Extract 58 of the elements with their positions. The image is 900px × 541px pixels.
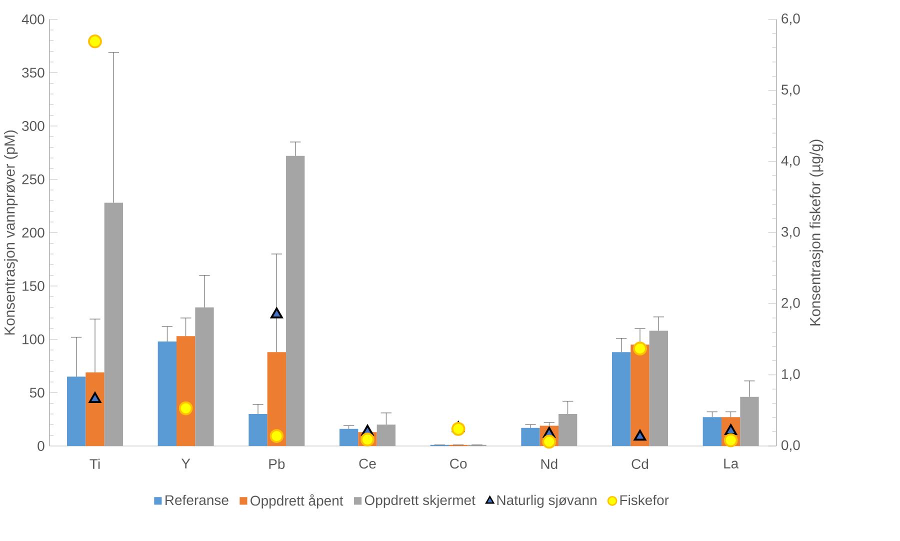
bar xyxy=(740,396,759,446)
bar xyxy=(86,372,104,446)
y-tick-label: 50 xyxy=(30,388,44,398)
y-tick-label: 150 xyxy=(22,281,44,291)
y2-tick-label: 1,0 xyxy=(782,369,800,381)
y-tick-label: 300 xyxy=(22,121,44,131)
x-tick-label: Ce xyxy=(359,458,376,469)
y-tick-label: 250 xyxy=(22,174,44,184)
point xyxy=(634,430,646,441)
y2-tick-label: 2,0 xyxy=(782,298,800,310)
point xyxy=(360,432,374,447)
bar xyxy=(104,202,124,446)
bar xyxy=(612,352,631,446)
x-tick-label: Y xyxy=(181,458,190,468)
point xyxy=(88,392,102,403)
point xyxy=(724,433,738,448)
y2-tick-label: 0,0 xyxy=(782,440,800,452)
bar xyxy=(195,307,214,446)
point xyxy=(270,429,284,443)
bar xyxy=(67,376,86,446)
x-tick-label: Cd xyxy=(632,458,648,469)
legend-label: Naturlig sjøvann xyxy=(497,494,596,508)
y-axis-title: Konsentrasjon vannprøver (pM) xyxy=(4,130,18,335)
y2-tick-label: 6,0 xyxy=(782,14,800,26)
x-tick-label: La xyxy=(724,458,739,468)
y2-axis-title: Konsentrasjon fiskefor (µg/g) xyxy=(810,140,824,326)
y2-tick-label: 3,0 xyxy=(781,226,800,238)
y2-tick-label: 4,0 xyxy=(781,156,800,168)
y2-tick-label: 5,0 xyxy=(782,84,800,96)
bar xyxy=(340,428,358,446)
bar xyxy=(176,336,196,446)
legend-label: Oppdrett åpent xyxy=(250,494,344,508)
bar xyxy=(267,352,286,446)
bar xyxy=(558,414,578,446)
y-tick-label: 100 xyxy=(22,334,44,344)
x-tick-label: Co xyxy=(450,458,467,469)
bar xyxy=(286,156,305,446)
legend-label: Referanse xyxy=(166,494,228,506)
x-tick-label: Nd xyxy=(541,458,558,469)
x-tick-label: Pb xyxy=(269,458,285,469)
bar xyxy=(521,428,540,446)
y-tick-label: 200 xyxy=(22,228,44,238)
point xyxy=(178,401,193,416)
y-tick-label: 0 xyxy=(38,441,44,451)
x-tick-label: Ti xyxy=(90,458,100,469)
bar xyxy=(248,414,268,446)
y-tick-label: 400 xyxy=(22,14,44,24)
point xyxy=(451,422,466,436)
point xyxy=(88,34,102,48)
bar xyxy=(376,424,396,446)
bar xyxy=(649,330,668,446)
point xyxy=(270,308,283,318)
y-tick-label: 350 xyxy=(22,68,44,78)
bar xyxy=(702,417,722,446)
legend-label: Oppdrett skjermet xyxy=(364,494,476,508)
bar xyxy=(158,341,177,446)
legend-label: Fiskefor xyxy=(620,494,669,506)
point xyxy=(633,342,647,356)
